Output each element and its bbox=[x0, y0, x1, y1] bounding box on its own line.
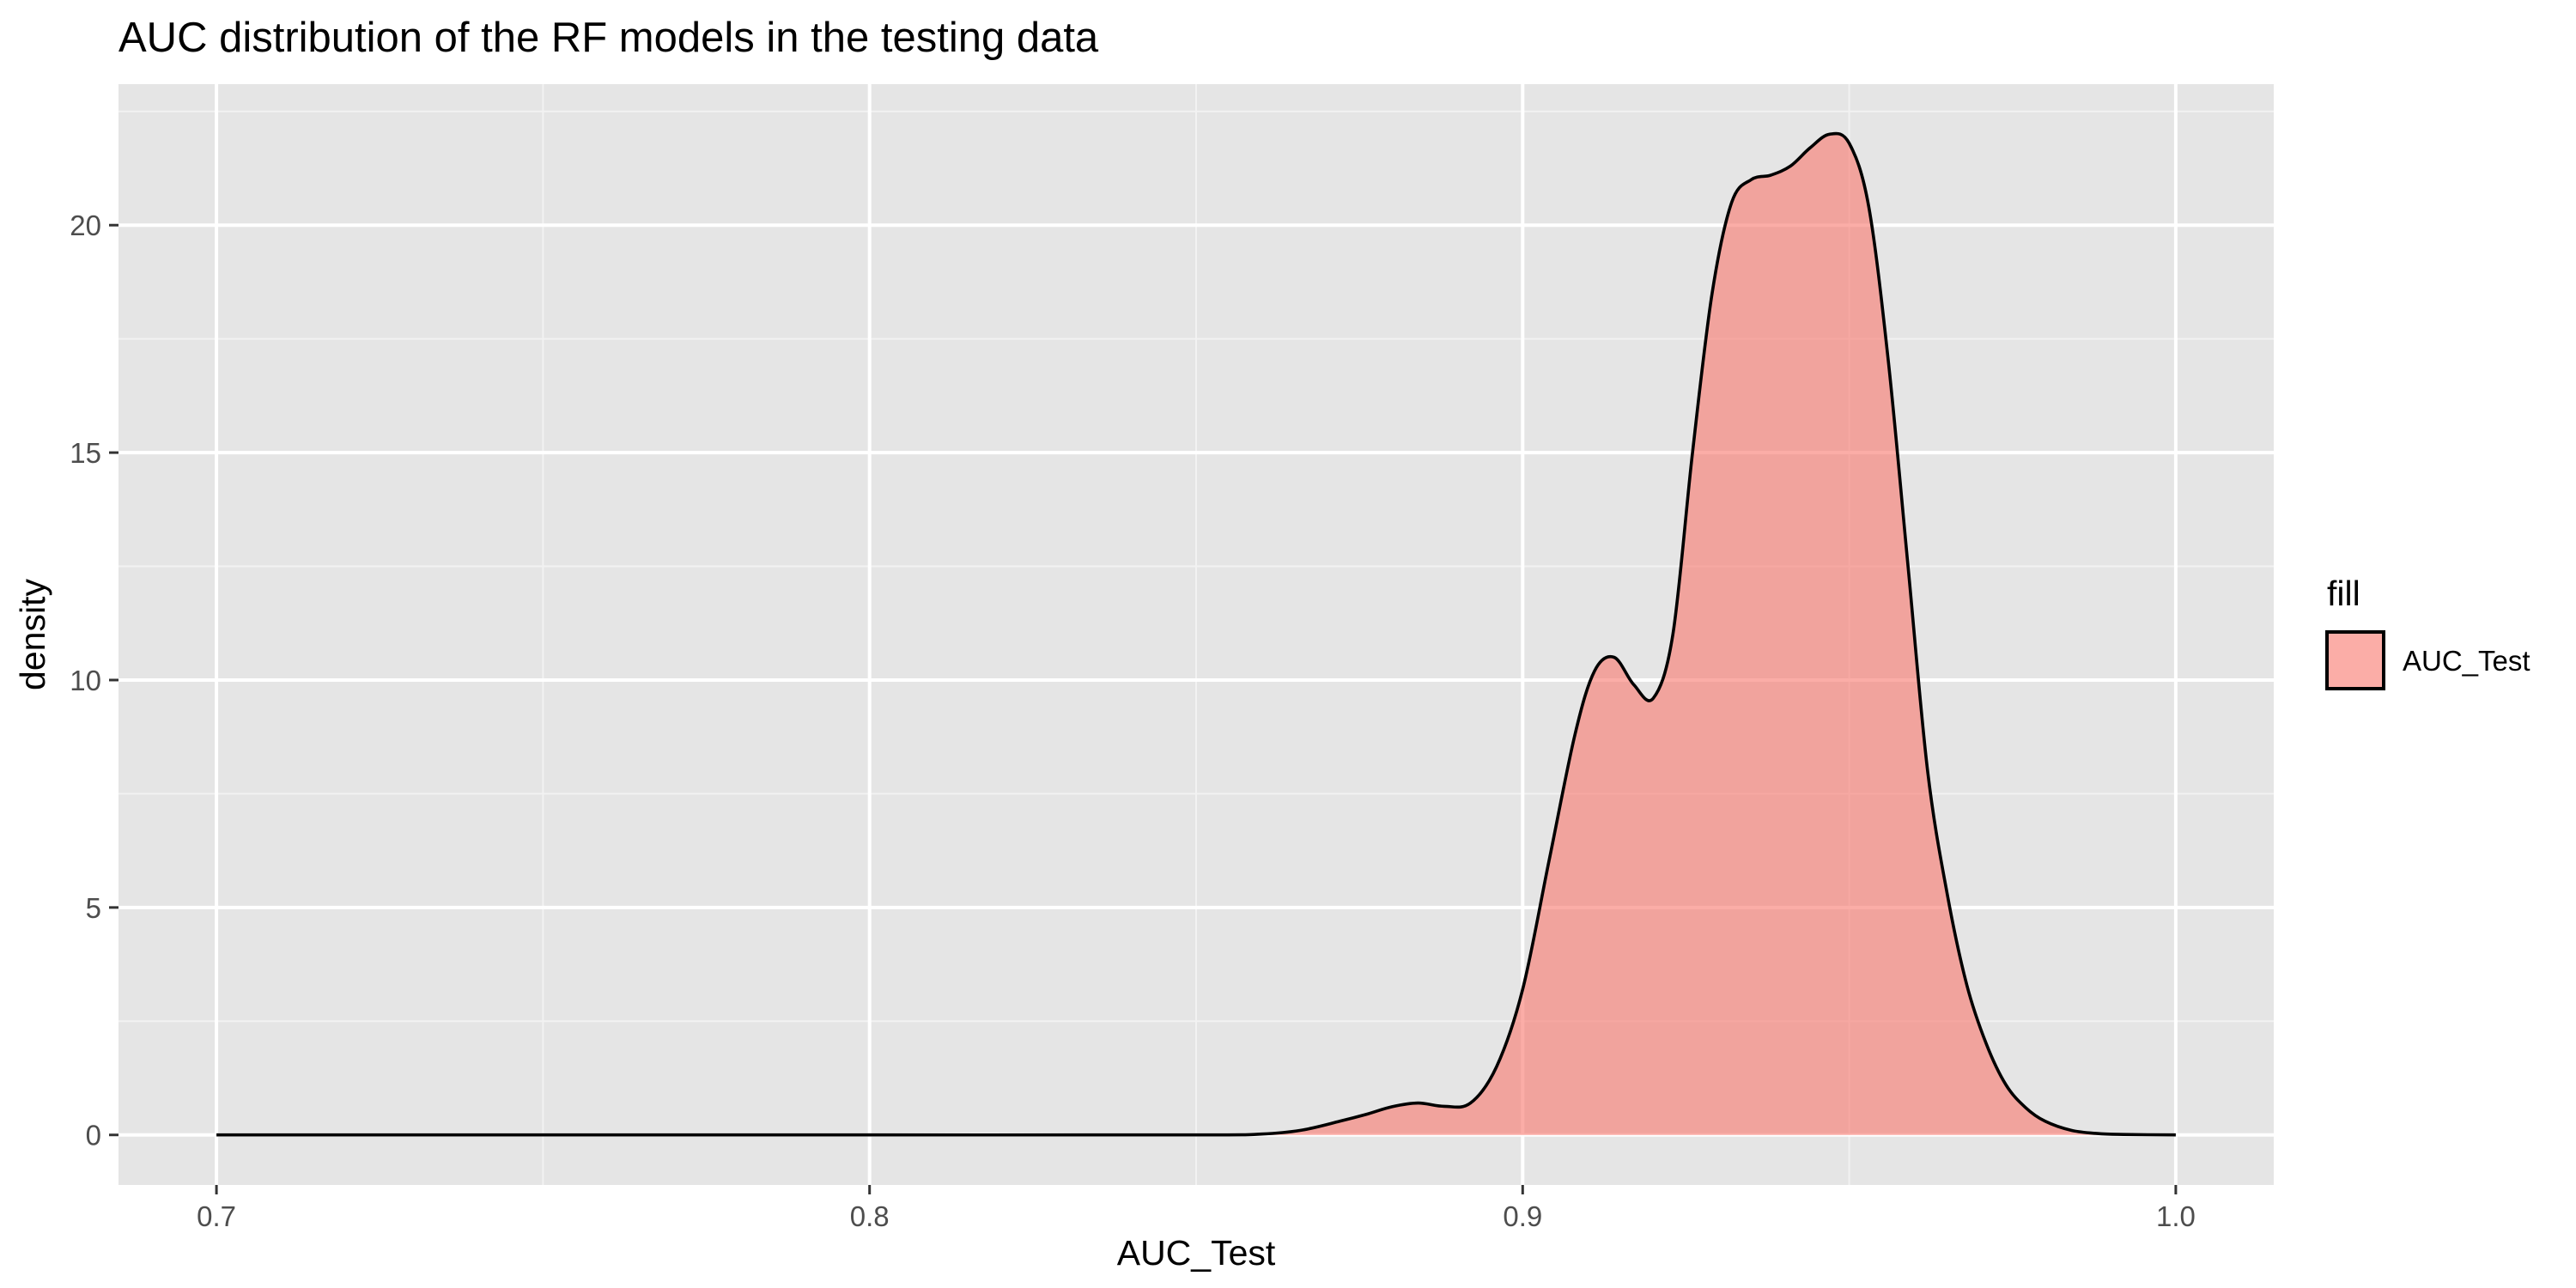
legend-title: fill bbox=[2327, 574, 2360, 613]
y-tick-label: 15 bbox=[70, 437, 101, 469]
density-series bbox=[216, 131, 2176, 1137]
density-line bbox=[216, 131, 2176, 1137]
y-axis-ticks: 0 5 10 15 20 bbox=[70, 210, 118, 1151]
x-tick-label: 0.9 bbox=[1503, 1200, 1542, 1232]
y-axis-title: density bbox=[13, 579, 52, 690]
y-tick-label: 20 bbox=[70, 210, 101, 241]
y-tick-label: 0 bbox=[86, 1120, 101, 1151]
y-tick-label: 10 bbox=[70, 665, 101, 696]
x-tick-label: 1.0 bbox=[2156, 1200, 2196, 1232]
x-axis-title: AUC_Test bbox=[1117, 1233, 1276, 1273]
y-tick-label: 5 bbox=[86, 892, 101, 924]
legend: fill AUC_Test bbox=[2325, 574, 2530, 690]
density-area bbox=[216, 133, 2176, 1135]
x-tick-label: 0.7 bbox=[197, 1200, 236, 1232]
chart-title: AUC distribution of the RF models in the… bbox=[118, 15, 1099, 61]
x-axis-ticks: 0.7 0.8 0.9 1.0 bbox=[197, 1185, 2196, 1232]
legend-label: AUC_Test bbox=[2403, 645, 2530, 677]
x-tick-label: 0.8 bbox=[850, 1200, 890, 1232]
legend-key-swatch bbox=[2325, 630, 2385, 690]
